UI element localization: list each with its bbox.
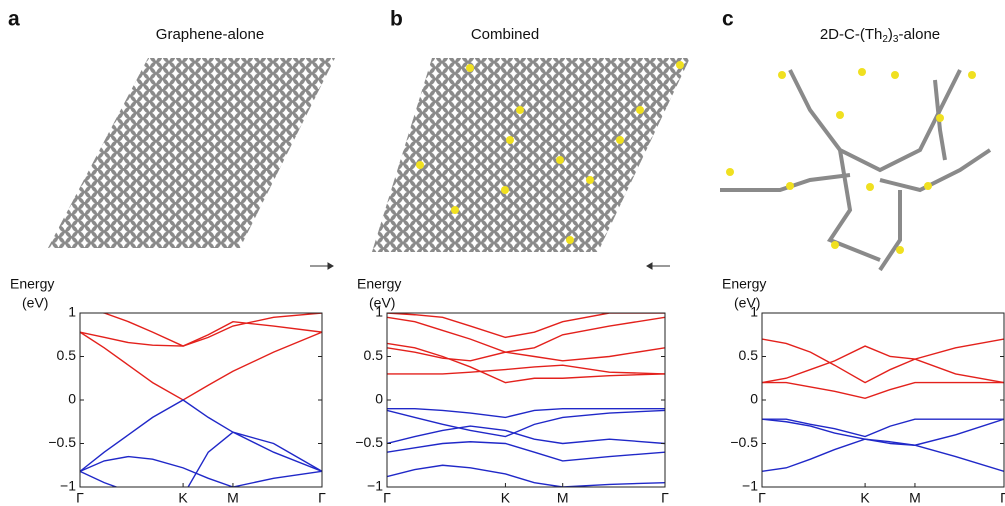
panel-label: a bbox=[8, 8, 20, 31]
band-line bbox=[762, 346, 1004, 383]
x-tick-label: Γ bbox=[318, 490, 326, 506]
x-tick-label: Γ bbox=[76, 490, 84, 506]
plot-frame bbox=[80, 313, 322, 487]
plot-lines bbox=[762, 339, 1004, 471]
x-tick-label: Γ bbox=[758, 490, 766, 506]
y-tick-label: 0 bbox=[375, 391, 383, 407]
panel-label: c bbox=[722, 8, 734, 31]
combined-structure bbox=[372, 58, 690, 252]
band-line bbox=[762, 419, 1004, 436]
title-part: -alone bbox=[898, 26, 940, 43]
band-line bbox=[80, 457, 322, 487]
y-axis-label: Energy bbox=[357, 276, 401, 292]
x-tick-label: M bbox=[227, 490, 239, 506]
plot-frame bbox=[387, 313, 665, 487]
thiophene-structure bbox=[720, 70, 990, 270]
y-tick-label: 0 bbox=[68, 391, 76, 407]
x-tick-label: Γ bbox=[661, 490, 669, 506]
y-tick-label: −0.5 bbox=[730, 434, 758, 450]
band-line bbox=[387, 465, 665, 487]
x-tick-label: K bbox=[501, 490, 511, 506]
y-tick-label: −1 bbox=[367, 478, 383, 494]
band-line bbox=[387, 317, 665, 352]
panel-label: b bbox=[390, 8, 403, 31]
graphene-structure bbox=[48, 58, 335, 248]
y-tick-label: −0.5 bbox=[355, 434, 383, 450]
band-line bbox=[387, 410, 665, 436]
band-line bbox=[762, 383, 1004, 399]
band-line bbox=[762, 419, 1004, 445]
panel-letters: a b c bbox=[8, 8, 734, 31]
band-line bbox=[762, 439, 1004, 471]
y-tick-label: −0.5 bbox=[48, 434, 76, 450]
y-axis-label: Energy bbox=[10, 276, 54, 292]
band-line bbox=[387, 313, 665, 337]
band-line bbox=[80, 332, 322, 400]
y-tick-label: −1 bbox=[742, 478, 758, 494]
y-axis-unit: (eV) bbox=[22, 295, 48, 311]
band-line bbox=[80, 432, 322, 496]
x-tick-label: K bbox=[860, 490, 870, 506]
band-line bbox=[387, 442, 665, 461]
x-tick-label: Γ bbox=[1000, 490, 1005, 506]
y-tick-label: 0.5 bbox=[739, 347, 759, 363]
band-line bbox=[387, 426, 665, 443]
x-tick-label: M bbox=[909, 490, 921, 506]
title-part: 2D-C-(Th bbox=[820, 26, 883, 43]
panel-title: Graphene-alone bbox=[156, 26, 264, 43]
x-tick-label: K bbox=[178, 490, 188, 506]
band-line bbox=[387, 365, 665, 374]
arrows bbox=[310, 263, 670, 269]
band-line bbox=[80, 400, 322, 471]
panel-title: Combined bbox=[471, 26, 539, 43]
y-tick-label: 1 bbox=[68, 304, 76, 320]
x-tick-label: M bbox=[557, 490, 569, 506]
y-tick-label: 0 bbox=[750, 391, 758, 407]
y-tick-label: 1 bbox=[750, 304, 758, 320]
x-tick-label: Γ bbox=[383, 490, 391, 506]
y-tick-label: 0.5 bbox=[57, 347, 77, 363]
y-tick-label: 0.5 bbox=[364, 347, 384, 363]
plot-lines bbox=[80, 309, 322, 496]
y-tick-label: 1 bbox=[375, 304, 383, 320]
y-tick-label: −1 bbox=[60, 478, 76, 494]
plot-lines bbox=[387, 313, 665, 487]
y-axis-label: Energy bbox=[722, 276, 766, 292]
panel-title: 2D-C-(Th2)3-alone bbox=[820, 26, 940, 45]
figure: a b c Graphene-alone Combined 2D-C-(Th2)… bbox=[0, 0, 1005, 506]
